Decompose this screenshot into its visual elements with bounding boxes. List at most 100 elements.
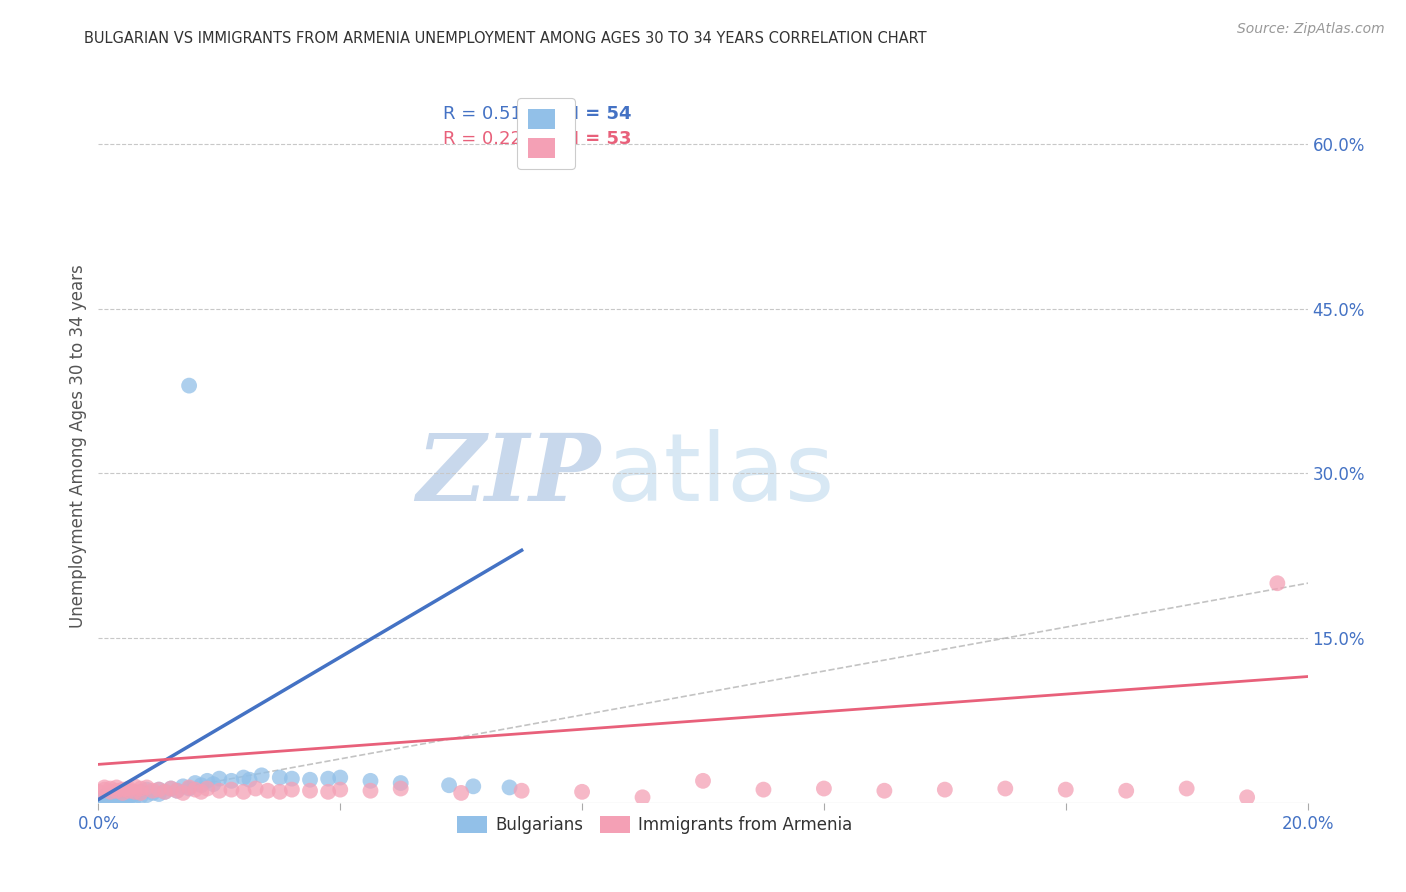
Point xyxy=(239,772,262,787)
Text: R = 0.512: R = 0.512 xyxy=(443,105,533,123)
Point xyxy=(329,782,352,797)
Point xyxy=(389,781,412,796)
Point xyxy=(118,781,141,796)
Point xyxy=(87,795,110,809)
Point xyxy=(111,787,134,801)
Point xyxy=(100,781,122,796)
Point xyxy=(118,791,141,805)
Text: ZIP: ZIP xyxy=(416,430,600,519)
Point xyxy=(316,785,339,799)
Point xyxy=(129,789,152,804)
Point xyxy=(111,790,134,805)
Point xyxy=(105,786,128,800)
Point xyxy=(299,772,322,787)
Point xyxy=(129,786,152,800)
Point xyxy=(129,785,152,799)
Point xyxy=(124,787,146,801)
Point xyxy=(118,785,141,799)
Point xyxy=(105,789,128,804)
Point xyxy=(111,792,134,806)
Point xyxy=(124,790,146,805)
Point xyxy=(100,788,122,802)
Text: N = 53: N = 53 xyxy=(564,130,631,148)
Point xyxy=(100,785,122,799)
Point xyxy=(160,781,183,796)
Point xyxy=(571,785,593,799)
Point xyxy=(195,773,218,788)
Point xyxy=(299,783,322,797)
Point xyxy=(250,768,273,782)
Point xyxy=(148,787,170,801)
Point xyxy=(208,772,231,786)
Point xyxy=(208,783,231,797)
Point xyxy=(148,782,170,797)
Point xyxy=(93,789,115,804)
Point xyxy=(232,785,254,799)
Point xyxy=(190,778,212,792)
Point xyxy=(166,783,188,797)
Text: atlas: atlas xyxy=(606,428,835,521)
Point xyxy=(1175,781,1198,796)
Point xyxy=(135,788,157,802)
Point xyxy=(195,781,218,796)
Point xyxy=(269,771,291,785)
Point xyxy=(221,773,243,788)
Point xyxy=(105,791,128,805)
Point xyxy=(631,790,654,805)
Point xyxy=(1236,790,1258,805)
Point xyxy=(510,783,533,797)
Point xyxy=(202,777,225,791)
Point xyxy=(142,786,165,800)
Point xyxy=(269,785,291,799)
Point xyxy=(93,791,115,805)
Point xyxy=(360,773,382,788)
Point xyxy=(105,780,128,795)
Point xyxy=(111,786,134,800)
Point xyxy=(1054,782,1077,797)
Point xyxy=(813,781,835,796)
Point xyxy=(93,794,115,808)
Point xyxy=(93,790,115,805)
Point xyxy=(142,783,165,797)
Point xyxy=(100,792,122,806)
Point xyxy=(232,771,254,785)
Point xyxy=(389,776,412,790)
Point xyxy=(437,778,460,792)
Text: BULGARIAN VS IMMIGRANTS FROM ARMENIA UNEMPLOYMENT AMONG AGES 30 TO 34 YEARS CORR: BULGARIAN VS IMMIGRANTS FROM ARMENIA UNE… xyxy=(84,31,927,46)
Point xyxy=(153,785,176,799)
Point xyxy=(105,792,128,806)
Point xyxy=(281,782,304,797)
Point xyxy=(100,791,122,805)
Text: N = 54: N = 54 xyxy=(564,105,631,123)
Point xyxy=(172,786,194,800)
Point xyxy=(179,781,201,796)
Point xyxy=(498,780,520,795)
Point xyxy=(184,782,207,797)
Y-axis label: Unemployment Among Ages 30 to 34 years: Unemployment Among Ages 30 to 34 years xyxy=(69,264,87,628)
Point xyxy=(160,781,183,796)
Point xyxy=(245,781,267,796)
Point xyxy=(329,771,352,785)
Point xyxy=(463,780,485,794)
Point xyxy=(179,780,201,795)
Point xyxy=(118,783,141,797)
Point xyxy=(934,782,956,797)
Point xyxy=(135,780,157,795)
Point xyxy=(692,773,714,788)
Point xyxy=(184,776,207,790)
Point xyxy=(172,780,194,794)
Point xyxy=(153,785,176,799)
Point xyxy=(179,378,201,392)
Point xyxy=(118,789,141,804)
Point xyxy=(360,783,382,797)
Point xyxy=(105,783,128,797)
Point xyxy=(129,781,152,796)
Point xyxy=(256,783,278,797)
Text: Source: ZipAtlas.com: Source: ZipAtlas.com xyxy=(1237,22,1385,37)
Point xyxy=(166,783,188,797)
Point xyxy=(316,772,339,786)
Point xyxy=(752,782,775,797)
Point xyxy=(93,782,115,797)
Point xyxy=(873,783,896,797)
Point xyxy=(450,786,472,800)
